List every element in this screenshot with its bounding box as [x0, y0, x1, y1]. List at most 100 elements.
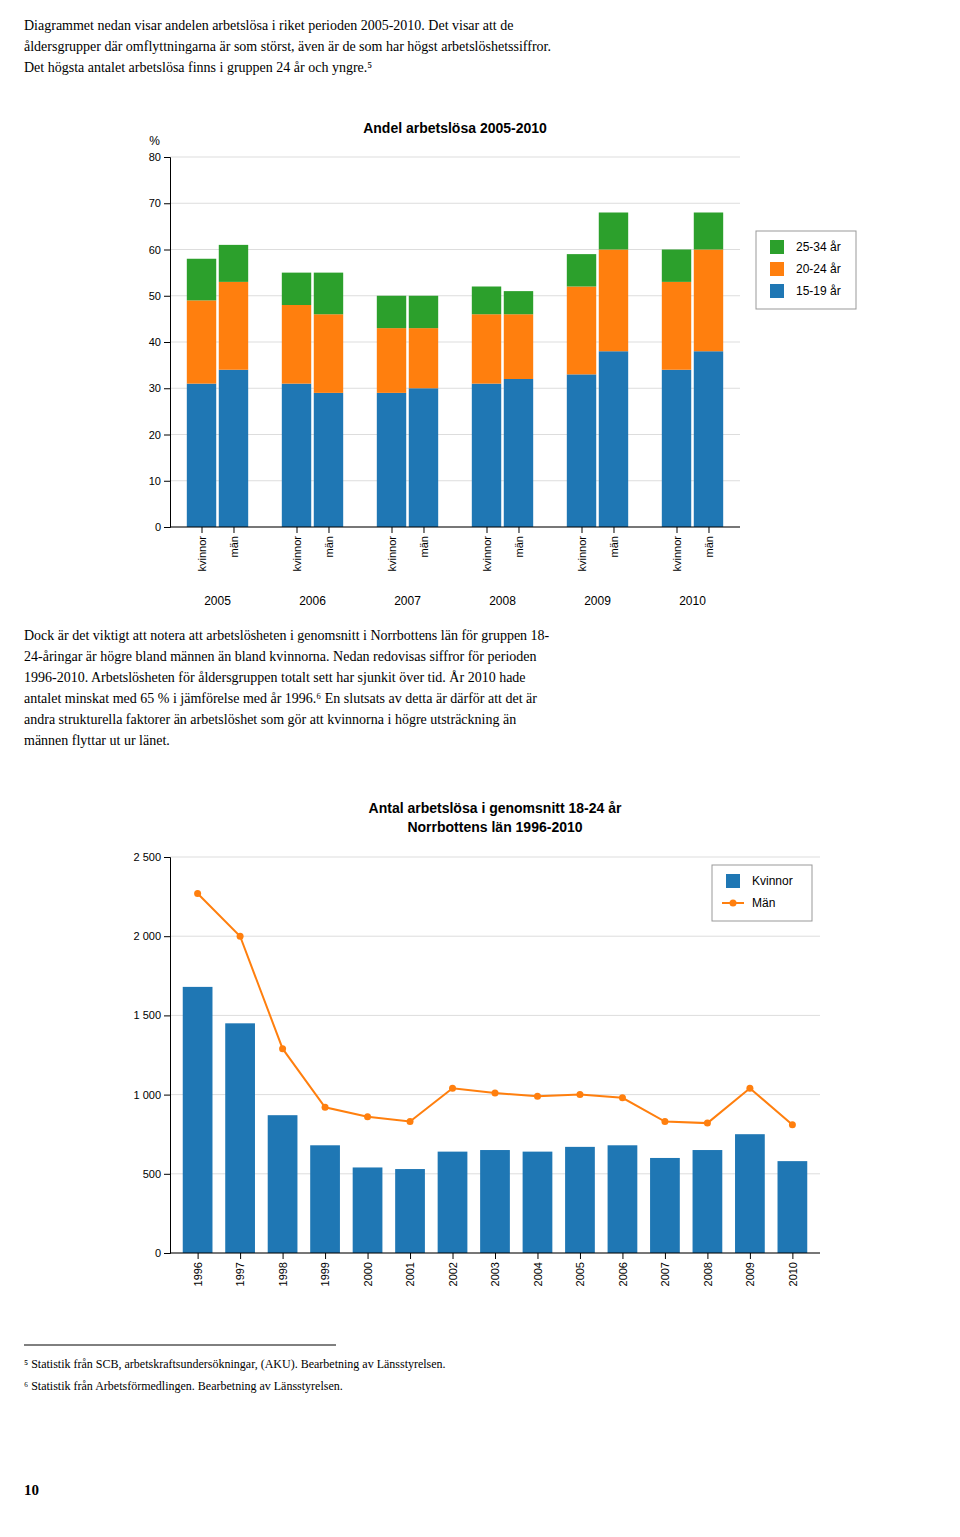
bar-series	[183, 987, 808, 1253]
paragraph: Dock är det viktigt att notera att arbet…	[24, 628, 550, 748]
bar	[523, 1152, 553, 1253]
bar	[504, 291, 533, 314]
legend-item: Kvinnor	[726, 874, 793, 888]
x-tick-label: 2009	[744, 1262, 756, 1286]
bar	[565, 1147, 595, 1253]
paragraph: Diagrammet nedan visar andelen arbetslös…	[24, 18, 551, 75]
x-tick-label: män	[703, 536, 715, 557]
group-label: 2009	[584, 594, 611, 608]
x-tick: 2002	[447, 1253, 459, 1286]
bar	[187, 300, 216, 383]
x-tick: män	[228, 527, 240, 557]
bar	[187, 384, 216, 527]
legend-frame	[712, 865, 812, 921]
bar	[778, 1161, 808, 1253]
grid-line	[170, 857, 820, 858]
x-tick-label: 2010	[787, 1262, 799, 1286]
x-tick-label: kvinnor	[671, 536, 683, 572]
marker	[322, 1104, 329, 1111]
bar	[735, 1134, 765, 1253]
group-label: 2010	[679, 594, 706, 608]
y-tick-mark	[164, 157, 170, 158]
x-tick-mark	[518, 527, 519, 533]
bar	[314, 273, 343, 315]
bar	[608, 1145, 638, 1253]
grid-line	[170, 1015, 820, 1016]
bar	[183, 987, 213, 1253]
marks	[187, 213, 723, 528]
y-tick-mark	[164, 435, 170, 436]
marker	[704, 1120, 711, 1127]
x-tick-mark	[708, 527, 709, 533]
x-tick: kvinnor	[196, 527, 208, 571]
bar	[187, 259, 216, 301]
bar	[314, 393, 343, 527]
y-axis: 05001 0001 5002 0002 500	[133, 851, 170, 1259]
marker	[746, 1085, 753, 1092]
bar	[662, 250, 691, 282]
x-tick-label: 2000	[362, 1262, 374, 1286]
y-tick-label: 60	[149, 244, 161, 256]
y-tick: 1 500	[133, 1009, 170, 1021]
x-tick-mark	[283, 1253, 284, 1259]
bar	[310, 1145, 340, 1253]
y-tick-mark	[164, 388, 170, 389]
y-tick-mark	[164, 527, 170, 528]
x-tick: män	[418, 527, 430, 557]
y-tick-label: 70	[149, 197, 161, 209]
legend-frame	[756, 231, 856, 309]
x-tick-label: 2004	[532, 1262, 544, 1286]
x-tick: kvinnor	[576, 527, 588, 571]
y-tick: 40	[149, 336, 170, 348]
bar-series	[187, 213, 723, 329]
x-tick-mark	[453, 1253, 454, 1259]
y-tick-label: 80	[149, 151, 161, 163]
marker	[237, 933, 244, 940]
paragraph-line: antalet minskat med 65 % i jämförelse me…	[24, 691, 537, 706]
y-tick-mark	[164, 203, 170, 204]
x-tick-label: 2007	[659, 1262, 671, 1286]
x-tick-mark	[233, 527, 234, 533]
x-tick: 1997	[234, 1253, 246, 1286]
x-tick-mark	[707, 1253, 708, 1259]
marker	[789, 1121, 796, 1128]
x-tick: 2006	[617, 1253, 629, 1286]
bar	[409, 388, 438, 527]
x-tick-label: kvinnor	[386, 536, 398, 572]
grid-line	[170, 527, 740, 528]
y-tick: 60	[149, 244, 170, 256]
marker	[619, 1094, 626, 1101]
legend-swatch	[726, 874, 740, 888]
x-tick-label: män	[228, 536, 240, 557]
paragraph-line: andra strukturella faktorer än arbetslös…	[24, 712, 516, 727]
footnote: ⁶ Statistik från Arbetsförmedlingen. Bea…	[24, 1379, 343, 1393]
group-label: 2006	[299, 594, 326, 608]
bar	[693, 1150, 723, 1253]
x-tick-label: män	[323, 536, 335, 557]
bar	[282, 273, 311, 305]
y-tick: 0	[155, 1247, 170, 1259]
x-tick-mark	[495, 1253, 496, 1259]
x-tick-mark	[368, 1253, 369, 1259]
y-tick-label: 0	[155, 521, 161, 533]
y-tick-label: 20	[149, 429, 161, 441]
grid	[170, 857, 820, 1253]
chart: 05001 0001 5002 0002 5001996199719981999…	[133, 800, 820, 1286]
bar	[219, 282, 248, 370]
x-tick-label: män	[418, 536, 430, 557]
y-tick: 500	[143, 1168, 170, 1180]
y-tick-mark	[164, 936, 170, 937]
bar	[377, 296, 406, 328]
bar	[662, 370, 691, 527]
x-tick: 2003	[489, 1253, 501, 1286]
y-tick-mark	[164, 1015, 170, 1016]
x-tick-mark	[328, 527, 329, 533]
bar	[282, 384, 311, 527]
bar	[409, 296, 438, 328]
x-tick-label: kvinnor	[196, 536, 208, 572]
y-tick: 1 000	[133, 1089, 170, 1101]
x-tick: 2005	[574, 1253, 586, 1286]
x-tick: 2010	[787, 1253, 799, 1286]
x-axis-line	[170, 527, 740, 528]
bar	[662, 282, 691, 370]
